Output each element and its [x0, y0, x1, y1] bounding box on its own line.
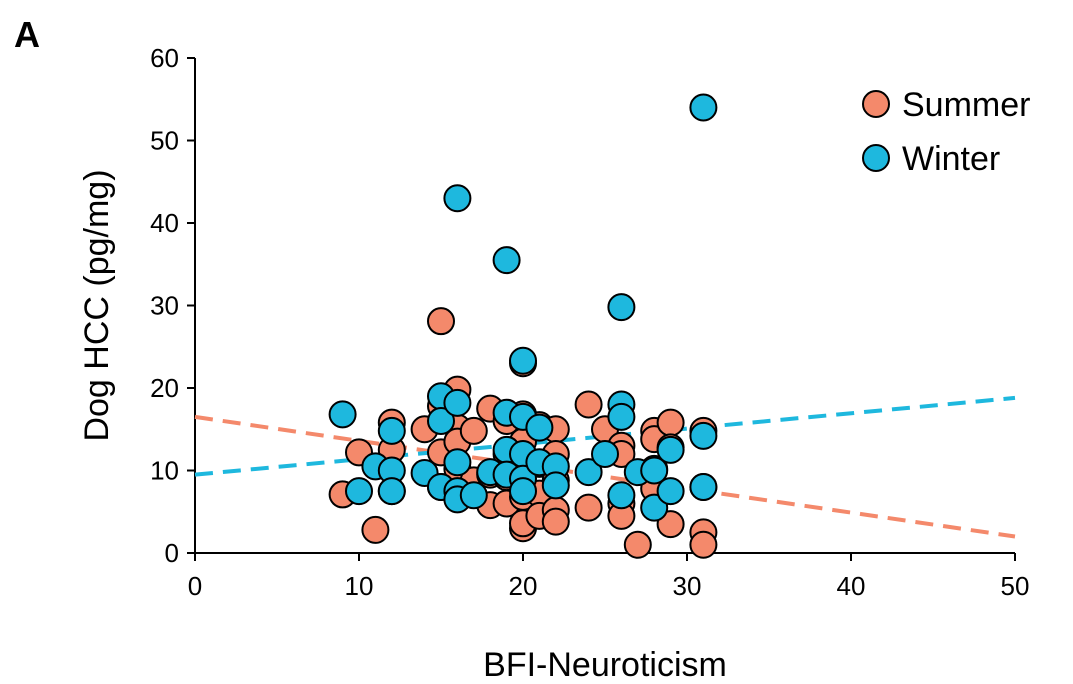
point-winter [443, 448, 472, 477]
point-winter [656, 477, 685, 506]
point-winter [492, 246, 521, 275]
legend-label-summer: Summer [902, 86, 1030, 124]
x-tick-label: 50 [1001, 571, 1030, 601]
point-winter [443, 184, 472, 213]
point-summer [541, 507, 570, 536]
point-winter [509, 477, 537, 506]
point-winter [509, 346, 537, 375]
point-winter [541, 471, 570, 500]
point-winter [640, 493, 669, 522]
y-axis-title: Dog HCC (pg/mg) [78, 169, 116, 441]
legend: Summer Winter [862, 86, 1030, 178]
point-winter [377, 416, 406, 445]
point-winter [574, 458, 603, 487]
point-winter [525, 413, 554, 442]
x-tick-label: 0 [188, 571, 202, 601]
legend-marker-winter [862, 144, 890, 172]
point-summer [574, 390, 603, 419]
point-winter [427, 407, 455, 435]
trendline-winter [194, 395, 1016, 477]
point-winter [689, 473, 718, 501]
point-summer [459, 416, 488, 445]
point-summer [689, 530, 718, 559]
panel-label: A [14, 14, 40, 55]
y-tick-label: 40 [150, 208, 179, 238]
y-tick-label: 20 [150, 373, 179, 403]
point-winter [607, 402, 636, 431]
point-summer [623, 530, 652, 559]
point-winter [591, 440, 619, 468]
legend-label-winter: Winter [902, 140, 1000, 178]
point-summer [361, 515, 390, 544]
point-winter [689, 93, 718, 122]
point-summer [656, 408, 685, 437]
x-tick-label: 30 [673, 571, 702, 601]
point-summer [427, 307, 455, 336]
point-winter [607, 481, 636, 510]
point-summer [574, 493, 603, 522]
point-winter [443, 388, 472, 417]
point-winter [328, 400, 357, 429]
point-winter [459, 481, 488, 510]
y-tick-label: 30 [150, 291, 179, 321]
y-tick-label: 60 [150, 43, 179, 73]
y-tick-label: 0 [165, 538, 179, 568]
point-winter [656, 435, 685, 464]
point-winter [689, 421, 718, 450]
y-tick-label: 10 [150, 456, 179, 486]
axes [194, 58, 1015, 554]
point-summer [656, 510, 685, 539]
y-tick-label: 50 [150, 126, 179, 156]
x-tick-label: 10 [345, 571, 374, 601]
point-winter [640, 456, 669, 485]
point-winter [607, 293, 636, 322]
x-tick-label: 20 [509, 571, 538, 601]
legend-marker-summer [862, 90, 890, 118]
x-tick-label: 40 [837, 571, 866, 601]
point-winter [345, 477, 373, 506]
point-winter [377, 477, 406, 506]
x-axis-title: BFI-Neuroticism [483, 646, 727, 684]
